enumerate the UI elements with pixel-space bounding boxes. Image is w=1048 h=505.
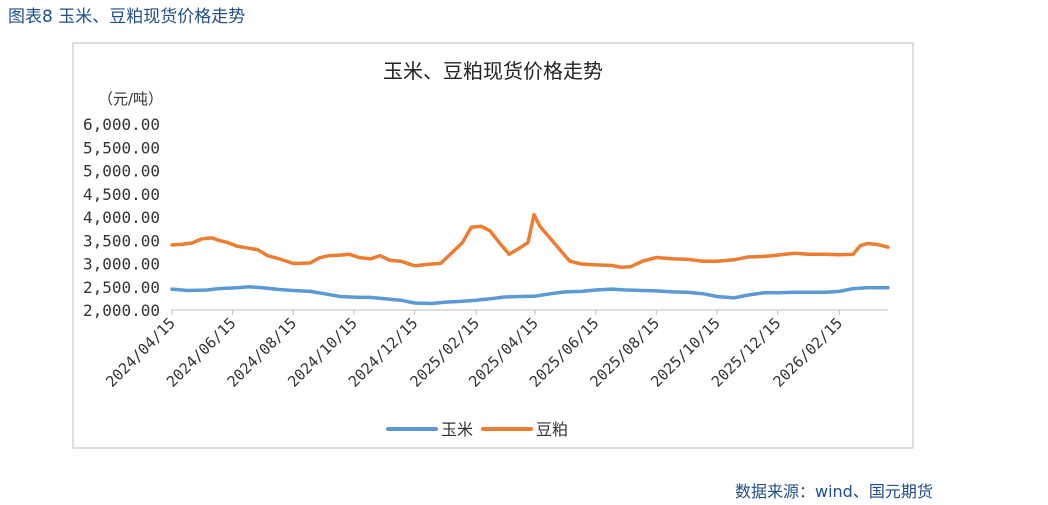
series-line-meal: [170, 212, 890, 269]
y-axis-unit-label: （元/吨）: [98, 90, 163, 108]
y-tick-label: 4,000.00: [83, 208, 160, 227]
chart-frame: [72, 42, 914, 449]
y-tick-label: 2,500.00: [83, 278, 160, 297]
legend-label-meal: 豆粕: [536, 420, 568, 439]
y-tick-label: 5,000.00: [83, 162, 160, 181]
series-lines: [170, 212, 890, 306]
legend-label-corn: 玉米: [441, 420, 473, 439]
legend: 玉米 豆粕: [386, 420, 568, 439]
y-axis-ticks: 2,000.00 2,500.00 3,000.00 3,500.00 4,000.00…: [83, 115, 160, 320]
y-tick-label: 3,000.00: [83, 255, 160, 274]
y-tick-label: 2,000.00: [83, 301, 160, 320]
y-tick-label: 5,500.00: [83, 138, 160, 157]
figure-caption: 图表8 玉米、豆粕现货价格走势: [8, 7, 246, 27]
chart-title: 玉米、豆粕现货价格走势: [383, 59, 603, 83]
y-tick-label: 4,500.00: [83, 185, 160, 204]
y-tick-label: 6,000.00: [83, 115, 160, 134]
source-note: 数据来源：wind、国元期货: [735, 482, 933, 501]
y-tick-label: 3,500.00: [83, 231, 160, 250]
series-line-corn: [170, 285, 890, 306]
